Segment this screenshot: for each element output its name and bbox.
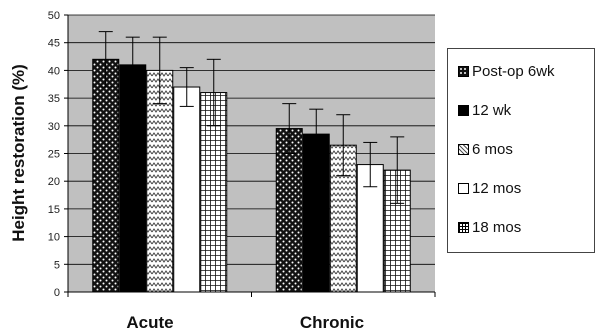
- legend-label: 6 mos: [472, 140, 513, 158]
- legend-swatch-6-mos: [458, 143, 469, 155]
- legend-label: 12 wk: [472, 101, 512, 119]
- legend-item: 18 mos: [458, 217, 521, 237]
- y-tick-label: 30: [48, 121, 60, 133]
- legend-label: 12 mos: [472, 179, 522, 197]
- x-category-label-acute: Acute: [126, 313, 173, 332]
- bar: [92, 58, 120, 293]
- y-tick-label: 10: [48, 232, 60, 244]
- y-tick-label: 20: [48, 176, 60, 188]
- y-axis-label: Height restoration (%): [9, 64, 28, 242]
- legend-swatch-12-mos: [458, 182, 469, 194]
- y-tick-label: 40: [48, 65, 60, 77]
- bar: [173, 86, 201, 293]
- y-tick-label: 50: [48, 10, 60, 22]
- legend-label: 18 mos: [472, 218, 522, 236]
- y-tick-label: 25: [48, 149, 60, 161]
- y-tick-label: 5: [54, 259, 60, 271]
- legend-item: Post-op 6wk: [458, 61, 555, 81]
- y-tick-label: 15: [48, 204, 60, 216]
- legend-swatch-18-mos: [458, 221, 469, 233]
- x-category-label-chronic: Chronic: [300, 313, 364, 332]
- legend-item: 6 mos: [458, 139, 513, 159]
- legend-swatch-post-op-6wk: [458, 65, 469, 77]
- legend-item: 12 mos: [458, 178, 521, 198]
- legend-swatch-12-wk: [458, 104, 469, 116]
- bar: [119, 64, 147, 293]
- chart-legend: Post-op 6wk 12 wk 6 mos 12 mos 18 mos: [447, 48, 595, 253]
- y-tick-label: 35: [48, 93, 60, 105]
- bar: [146, 69, 174, 293]
- legend-item: 12 wk: [458, 100, 511, 120]
- y-tick-label: 45: [48, 38, 60, 50]
- y-tick-label: 0: [54, 287, 60, 299]
- legend-label: Post-op 6wk: [472, 62, 555, 80]
